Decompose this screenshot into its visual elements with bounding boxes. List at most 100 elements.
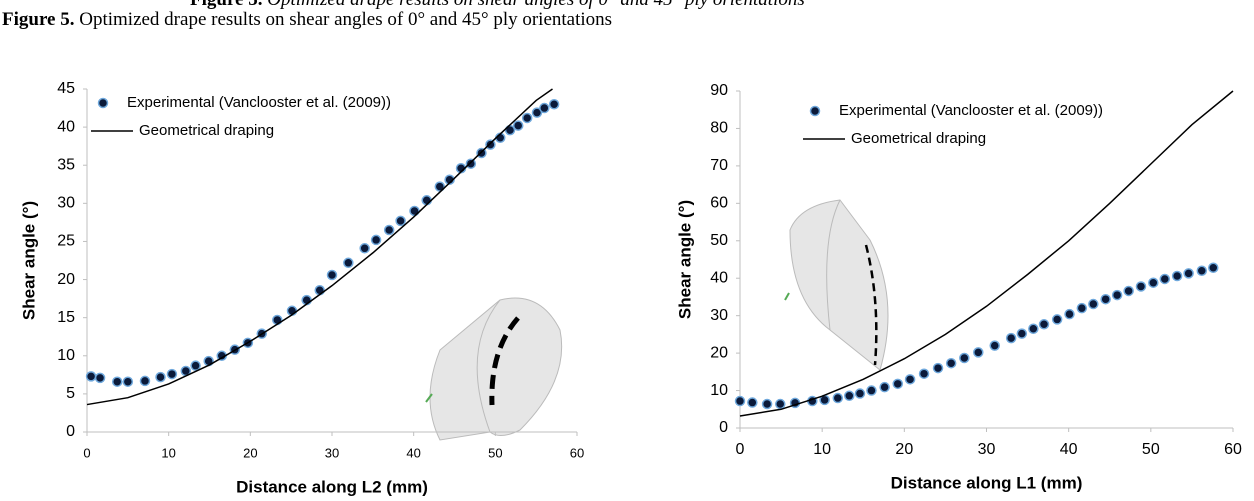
marker <box>123 377 132 386</box>
y-tick-label: 90 <box>710 82 728 99</box>
x-tick-label: 0 <box>736 441 745 458</box>
legend-label: Geometrical draping <box>139 122 274 139</box>
figure: Figure 5. Optimized drape results on she… <box>0 0 1254 501</box>
x-tick-label: 60 <box>1224 441 1242 458</box>
y-tick-label: 45 <box>57 80 75 97</box>
marker <box>385 226 394 235</box>
inset-left <box>426 298 562 440</box>
legend-marker <box>811 107 820 116</box>
marker <box>1173 271 1182 280</box>
y-tick-label: 10 <box>57 347 75 364</box>
marker <box>273 315 282 324</box>
marker <box>315 286 324 295</box>
marker <box>736 397 745 406</box>
y-tick-label: 0 <box>719 419 728 436</box>
marker <box>328 270 337 279</box>
marker <box>1197 266 1206 275</box>
marker <box>1029 324 1038 333</box>
marker <box>1136 282 1145 291</box>
marker <box>156 373 165 382</box>
marker <box>845 391 854 400</box>
marker <box>87 372 96 381</box>
marker <box>960 353 969 362</box>
marker <box>1053 315 1062 324</box>
x-tick-label: 10 <box>161 445 175 460</box>
marker <box>396 216 405 225</box>
marker <box>1209 263 1218 272</box>
marker <box>893 379 902 388</box>
marker <box>140 376 149 385</box>
marker <box>1065 310 1074 319</box>
x-tick-label: 30 <box>325 445 339 460</box>
marker <box>1007 334 1016 343</box>
inset-right <box>785 200 888 370</box>
legend-marker <box>99 99 108 108</box>
marker <box>867 386 876 395</box>
caption: Figure 5. Optimized drape results on she… <box>2 9 612 30</box>
marker <box>514 121 523 130</box>
y-tick-label: 5 <box>66 385 75 402</box>
y-tick-label: 25 <box>57 233 75 250</box>
x-tick-label: 40 <box>1060 441 1078 458</box>
marker <box>974 348 983 357</box>
y-tick-label: 40 <box>710 269 728 286</box>
marker <box>360 244 369 253</box>
marker <box>1184 269 1193 278</box>
marker <box>1149 278 1158 287</box>
y-tick-label: 30 <box>710 307 728 324</box>
marker <box>990 341 999 350</box>
marker <box>880 383 889 392</box>
marker <box>1077 304 1086 313</box>
marker <box>1101 295 1110 304</box>
y-axis-title: Shear angle (°) <box>675 200 694 319</box>
marker <box>1040 320 1049 329</box>
marker <box>344 258 353 267</box>
x-tick-label: 0 <box>83 445 90 460</box>
caption-text: Optimized drape results on shear angles … <box>79 9 612 30</box>
marker <box>833 394 842 403</box>
marker <box>855 389 864 398</box>
marker <box>167 370 176 379</box>
marker <box>776 400 785 409</box>
marker <box>920 369 929 378</box>
x-axis-title: Distance along L2 (mm) <box>236 477 428 496</box>
marker <box>1160 274 1169 283</box>
x-tick-label: 20 <box>243 445 257 460</box>
y-tick-label: 35 <box>57 156 75 173</box>
marker <box>1089 300 1098 309</box>
y-tick-label: 10 <box>710 382 728 399</box>
marker <box>96 373 105 382</box>
marker <box>550 100 559 109</box>
y-tick-label: 60 <box>710 195 728 212</box>
y-axis-title: Shear angle (°) <box>19 201 38 320</box>
y-tick-label: 20 <box>57 271 75 288</box>
x-tick-label: 40 <box>406 445 420 460</box>
x-tick-label: 10 <box>813 441 831 458</box>
y-tick-label: 80 <box>710 120 728 137</box>
marker <box>191 361 200 370</box>
marker <box>466 159 475 168</box>
marker <box>523 113 532 122</box>
marker <box>906 375 915 384</box>
marker <box>540 104 549 113</box>
marker <box>113 377 122 386</box>
y-tick-label: 70 <box>710 157 728 174</box>
y-tick-label: 15 <box>57 309 75 326</box>
caption-label: Figure 5. <box>2 9 74 30</box>
x-tick-label: 20 <box>895 441 913 458</box>
x-tick-label: 30 <box>978 441 996 458</box>
marker <box>1124 286 1133 295</box>
marker <box>372 235 381 244</box>
marker <box>486 140 495 149</box>
x-tick-label: 50 <box>488 445 502 460</box>
y-tick-label: 50 <box>710 232 728 249</box>
y-tick-label: 30 <box>57 195 75 212</box>
marker <box>763 400 772 409</box>
legend-label: Geometrical draping <box>851 130 986 147</box>
y-tick-label: 20 <box>710 344 728 361</box>
x-tick-label: 60 <box>570 445 584 460</box>
marker <box>934 364 943 373</box>
x-axis-title: Distance along L1 (mm) <box>891 473 1083 492</box>
marker <box>947 359 956 368</box>
y-tick-label: 0 <box>66 423 75 440</box>
